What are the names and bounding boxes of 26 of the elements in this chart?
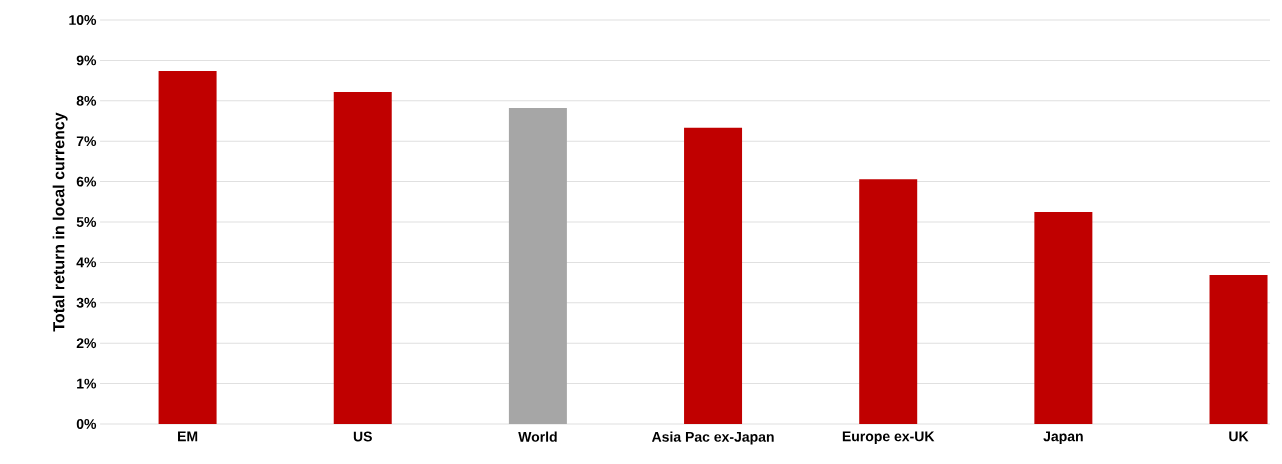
y-tick-label: 0%	[76, 419, 97, 429]
y-tick-label: 1%	[77, 378, 97, 389]
y-axis-title: Total return in local currency	[52, 112, 68, 332]
y-tick-label: 9%	[76, 55, 97, 66]
y-tick-label: 10%	[69, 15, 97, 25]
x-tick-label: US	[353, 431, 372, 442]
y-tick-label: 3%	[76, 297, 97, 308]
x-tick-label: Europe ex-UK	[842, 431, 935, 445]
y-tick-label: 6%	[76, 176, 97, 187]
y-tick-label: 4%	[76, 257, 97, 268]
y-tick-label: 7%	[76, 136, 97, 147]
bar	[684, 127, 743, 424]
y-tick-label: 2%	[76, 338, 97, 349]
x-tick-label: Japan	[1043, 431, 1083, 445]
bar	[859, 179, 918, 424]
bar	[333, 91, 392, 424]
bar	[508, 108, 567, 424]
bar	[158, 70, 217, 424]
x-tick-label: EM	[178, 431, 198, 442]
x-tick-label: Asia Pac ex-Japan	[651, 431, 774, 445]
x-tick-label: World	[518, 431, 557, 442]
bar	[1034, 211, 1093, 424]
x-tick-label: UK	[1229, 431, 1249, 442]
bar	[1209, 274, 1268, 424]
y-tick-label: 5%	[76, 217, 97, 227]
y-tick-label: 8%	[76, 95, 97, 106]
